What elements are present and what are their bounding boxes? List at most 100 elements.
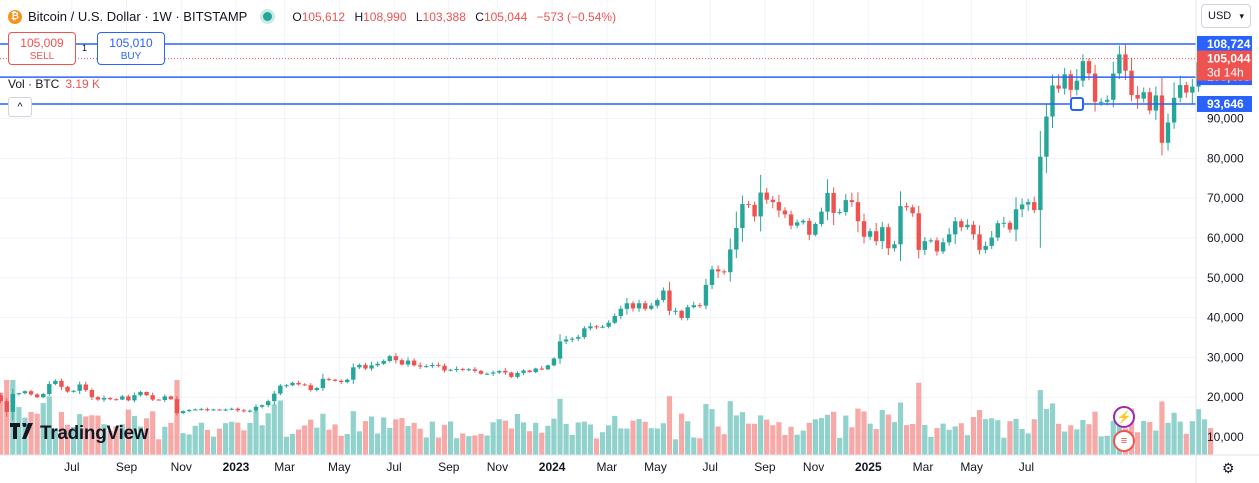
x-tick-label: 2023 xyxy=(223,460,250,474)
candle xyxy=(1025,198,1031,211)
candle xyxy=(113,398,119,401)
candle-body xyxy=(776,202,782,211)
candle-body xyxy=(144,392,149,396)
volume-bar xyxy=(721,434,727,455)
y-tick-label: 90,000 xyxy=(1207,112,1244,126)
candle xyxy=(253,404,259,413)
collapse-legend-button[interactable]: ^ xyxy=(8,97,32,117)
candle xyxy=(563,335,569,345)
candle-body xyxy=(1062,74,1067,89)
candle xyxy=(849,192,855,207)
candle-body xyxy=(387,356,392,361)
candle-body xyxy=(47,384,52,395)
tradingview-logo[interactable]: TradingView xyxy=(10,423,149,445)
candle-body xyxy=(539,368,544,370)
candle xyxy=(709,265,715,290)
candle xyxy=(940,238,946,254)
candle xyxy=(764,187,769,204)
volume-bar xyxy=(472,435,478,455)
volume-bar xyxy=(393,419,399,455)
candle xyxy=(594,324,599,330)
volume-bar xyxy=(271,404,277,455)
candle xyxy=(393,353,399,364)
volume-bar xyxy=(666,396,673,455)
candle-body xyxy=(953,221,958,235)
symbol-header[interactable]: ₿ Bitcoin / U.S. Dollar · 1W · BITSTAMP … xyxy=(8,9,616,24)
candle xyxy=(715,265,721,278)
volume-bar xyxy=(903,425,910,455)
volume-bar xyxy=(928,436,934,455)
candle xyxy=(326,377,332,382)
candle xyxy=(661,287,666,303)
volume-bar xyxy=(1207,428,1214,455)
candle xyxy=(107,397,113,401)
sell-button[interactable]: 105,009 SELL xyxy=(8,32,76,65)
volume-bar xyxy=(983,419,989,455)
candle xyxy=(539,365,544,371)
x-tick-label: Jul xyxy=(64,460,79,474)
y-tick-label: 70,000 xyxy=(1207,191,1244,205)
y-tick-label: 30,000 xyxy=(1207,350,1244,364)
volume-bar xyxy=(831,411,837,455)
volume-bar xyxy=(77,414,83,455)
volume-bar xyxy=(612,415,618,455)
volume-bar xyxy=(575,422,581,455)
candle-body xyxy=(764,192,769,200)
candle-body xyxy=(278,385,283,394)
candle-body xyxy=(831,192,836,213)
candle-body xyxy=(1001,222,1007,224)
volume-bar xyxy=(922,425,928,455)
candle xyxy=(873,222,879,246)
volume-bar xyxy=(824,414,831,455)
candle-body xyxy=(630,303,636,309)
volume-bar xyxy=(1080,420,1086,455)
volume-bar xyxy=(180,433,186,455)
x-tick-label: Nov xyxy=(171,460,192,474)
volume-bar xyxy=(174,380,180,455)
candle-body xyxy=(168,396,174,400)
us-flag-icon[interactable]: ≡ xyxy=(1113,430,1135,452)
candle-body xyxy=(1129,70,1134,96)
candle xyxy=(357,363,362,369)
candle xyxy=(47,381,52,396)
volume-bar xyxy=(113,426,119,455)
x-tick-label: Nov xyxy=(487,460,508,474)
candle-body xyxy=(965,224,970,228)
candle xyxy=(381,359,386,366)
volume-bar xyxy=(1195,409,1202,455)
volume-bar xyxy=(16,407,22,455)
candle xyxy=(691,301,696,309)
currency-selector[interactable]: USD ▾ xyxy=(1201,4,1251,28)
candle-body xyxy=(758,192,763,217)
volume-bar xyxy=(679,413,685,455)
candle xyxy=(430,362,435,369)
lightning-icon[interactable]: ⚡ xyxy=(1113,406,1135,428)
candle xyxy=(576,334,581,342)
candle xyxy=(217,408,222,411)
candle-body xyxy=(4,401,9,412)
volume-bar xyxy=(490,422,496,455)
candle xyxy=(910,204,915,217)
line-handle xyxy=(1070,96,1084,111)
candle-body xyxy=(576,337,581,339)
volume-bar xyxy=(502,420,508,455)
candle xyxy=(922,236,928,256)
candle xyxy=(1044,103,1049,173)
candle xyxy=(667,281,672,316)
volume-bar xyxy=(587,424,594,455)
candle xyxy=(788,210,794,230)
candle xyxy=(296,380,301,386)
candle-body xyxy=(898,206,903,245)
candle-body xyxy=(1184,85,1189,93)
volume-legend[interactable]: Vol · BTC 3.19 K xyxy=(8,77,100,91)
buy-button[interactable]: 105,010 BUY xyxy=(97,32,165,65)
volume-bar xyxy=(764,419,770,455)
volume-bar xyxy=(1128,408,1135,455)
candle xyxy=(199,407,204,411)
candle xyxy=(95,395,101,401)
gear-icon[interactable]: ⚙ xyxy=(1222,460,1235,476)
candle xyxy=(138,390,143,397)
volume-bar xyxy=(1165,422,1171,455)
candle-body xyxy=(612,315,617,323)
